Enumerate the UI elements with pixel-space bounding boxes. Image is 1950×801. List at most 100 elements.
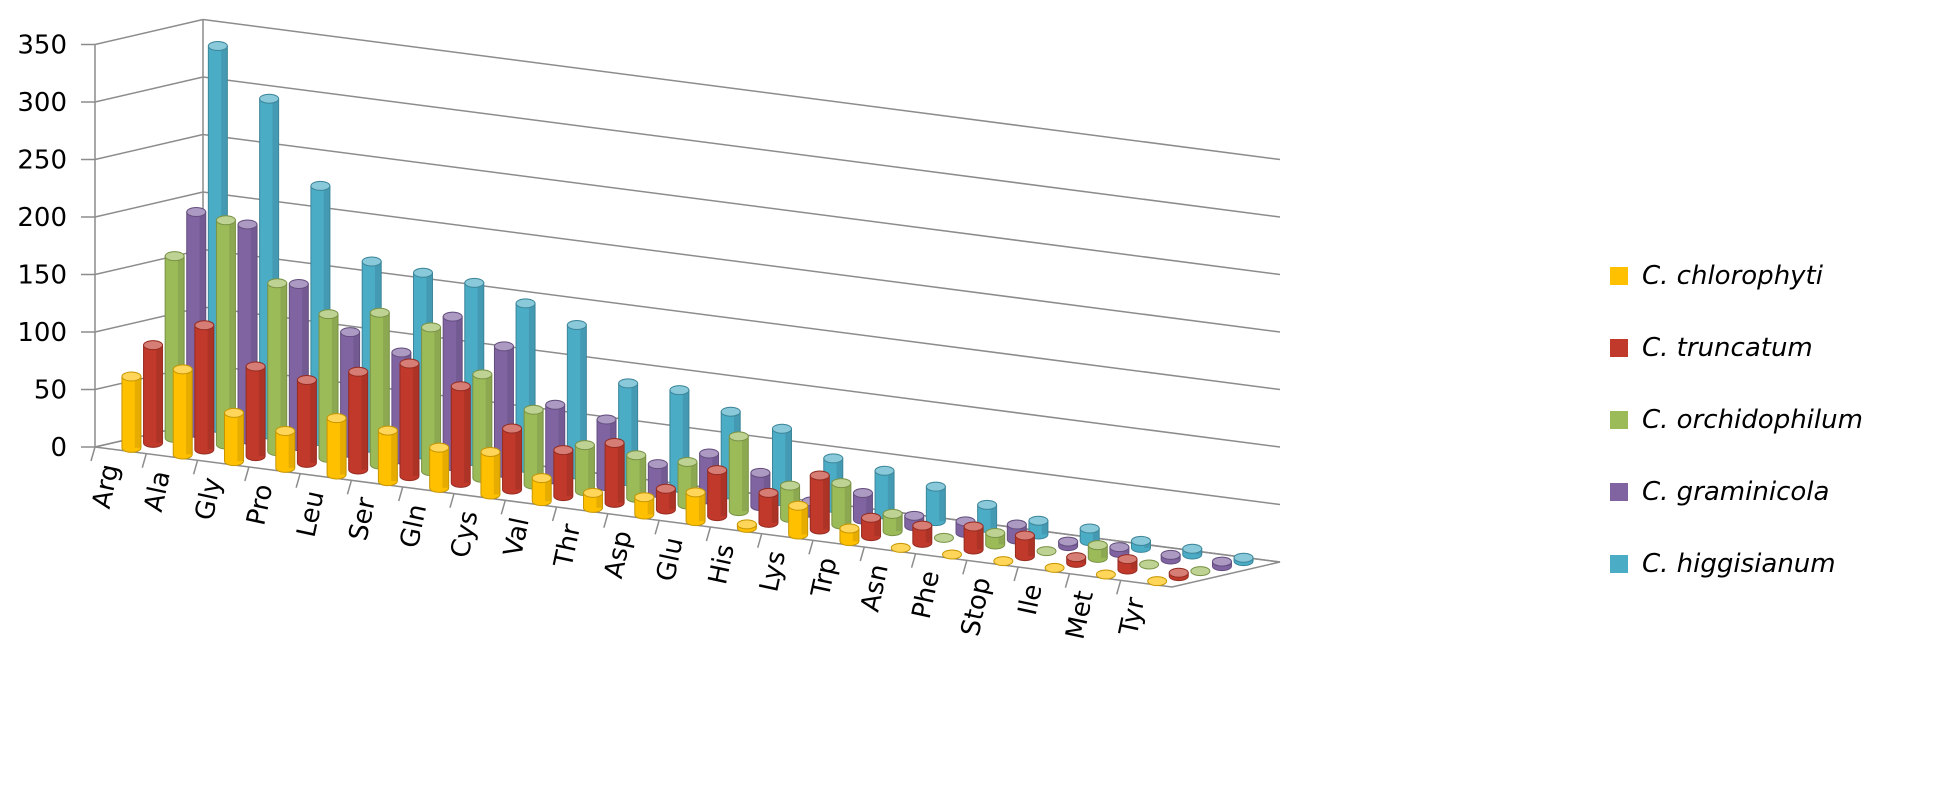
x-category-label: Gly bbox=[190, 475, 228, 523]
bar-body bbox=[245, 365, 266, 462]
bar bbox=[399, 358, 420, 482]
x-category-label: Cys bbox=[445, 508, 484, 560]
bar bbox=[736, 519, 757, 533]
bar-top bbox=[143, 340, 164, 351]
bar bbox=[925, 481, 946, 527]
bar-top bbox=[925, 481, 946, 492]
y-tick-label: 200 bbox=[17, 203, 67, 233]
bar-shade bbox=[1041, 520, 1048, 535]
bar-shade bbox=[229, 220, 236, 445]
bar bbox=[1190, 566, 1211, 577]
bar bbox=[1160, 549, 1181, 565]
bar bbox=[1095, 569, 1116, 580]
x-category-label: Met bbox=[1060, 588, 1099, 642]
bar-top bbox=[1168, 567, 1189, 578]
bar-top bbox=[450, 381, 471, 392]
bar-body bbox=[275, 430, 296, 473]
bar-top bbox=[1087, 540, 1108, 551]
bar-shade bbox=[852, 528, 859, 542]
x-tick-mark bbox=[192, 460, 199, 475]
legend-swatch bbox=[1610, 555, 1628, 573]
bar-top bbox=[1066, 552, 1087, 563]
bar-shade bbox=[361, 371, 368, 470]
legend-item: C. chlorophyti bbox=[1610, 240, 1940, 312]
bar-top bbox=[677, 456, 698, 467]
x-category-label: Glu bbox=[651, 535, 689, 584]
legend-label: C. higgisianum bbox=[1642, 549, 1836, 579]
x-tick-mark bbox=[500, 500, 507, 515]
bar bbox=[1211, 556, 1232, 572]
bar bbox=[523, 404, 544, 490]
bar bbox=[224, 407, 245, 467]
side-gridline bbox=[94, 248, 204, 276]
bar bbox=[296, 375, 317, 468]
bar-shade bbox=[186, 369, 193, 455]
bar-top bbox=[1095, 569, 1116, 580]
bar-body bbox=[707, 469, 728, 522]
x-tick-mark bbox=[962, 560, 968, 575]
bar-body bbox=[604, 442, 625, 508]
bar-shade bbox=[545, 478, 552, 502]
bar bbox=[121, 371, 142, 453]
bar-shade bbox=[785, 428, 792, 502]
bar-top bbox=[121, 371, 142, 382]
bar-body bbox=[143, 344, 164, 448]
legend-item: C. higgisianum bbox=[1610, 528, 1940, 600]
bar bbox=[143, 340, 164, 448]
bar bbox=[1168, 567, 1189, 582]
x-tick-mark bbox=[141, 453, 148, 468]
bar bbox=[267, 278, 288, 457]
bar bbox=[429, 442, 450, 493]
bar bbox=[993, 556, 1014, 567]
bar-top bbox=[758, 487, 779, 498]
bar-body bbox=[882, 513, 903, 537]
bar-body bbox=[728, 435, 749, 517]
bar-top bbox=[361, 256, 382, 267]
bar bbox=[942, 549, 963, 560]
bar-shade bbox=[258, 366, 266, 457]
bar-shade bbox=[1028, 535, 1035, 557]
bar-body bbox=[450, 385, 471, 488]
bar-top bbox=[377, 425, 398, 436]
x-category-label: Ile bbox=[1013, 582, 1049, 618]
legend-label: C. chlorophyti bbox=[1642, 261, 1823, 291]
x-tick-mark bbox=[603, 513, 609, 528]
legend-label: C. truncatum bbox=[1642, 333, 1813, 363]
bar bbox=[685, 487, 706, 527]
bar-body bbox=[224, 412, 245, 467]
bar-shade bbox=[647, 497, 654, 515]
bar-shade bbox=[434, 327, 441, 472]
bar-shade bbox=[339, 418, 347, 475]
bar bbox=[758, 487, 779, 528]
bar-shade bbox=[310, 380, 317, 463]
bar-shade bbox=[391, 430, 398, 482]
x-category-label: Thr bbox=[549, 521, 588, 571]
bar-shade bbox=[874, 517, 881, 537]
bar-body bbox=[326, 417, 347, 480]
bar bbox=[655, 483, 676, 515]
bar-top bbox=[275, 426, 296, 437]
bar-shade bbox=[280, 283, 287, 452]
bar-top bbox=[326, 413, 347, 424]
bar-top bbox=[1058, 536, 1079, 547]
bar-top bbox=[809, 470, 830, 481]
x-tick-mark bbox=[808, 540, 814, 555]
x-tick-mark bbox=[449, 493, 455, 508]
bar-top bbox=[296, 375, 317, 386]
bar-shade bbox=[1101, 545, 1108, 558]
legend-swatch bbox=[1610, 267, 1628, 285]
gridline bbox=[202, 191, 1281, 333]
bar-top bbox=[604, 438, 625, 449]
side-gridline bbox=[94, 306, 204, 333]
bar-shade bbox=[801, 505, 808, 535]
y-tick-label: 50 bbox=[34, 376, 67, 406]
legend: C. chlorophyti C. truncatum C. orchidophil… bbox=[1610, 240, 1940, 600]
x-tick-mark bbox=[551, 506, 558, 522]
gridline bbox=[202, 76, 1281, 218]
bar-top bbox=[750, 467, 771, 478]
bar-top bbox=[771, 423, 792, 434]
bar bbox=[348, 366, 369, 475]
bar bbox=[788, 500, 809, 540]
x-tick-mark bbox=[705, 526, 712, 542]
bar-shade bbox=[669, 488, 676, 510]
